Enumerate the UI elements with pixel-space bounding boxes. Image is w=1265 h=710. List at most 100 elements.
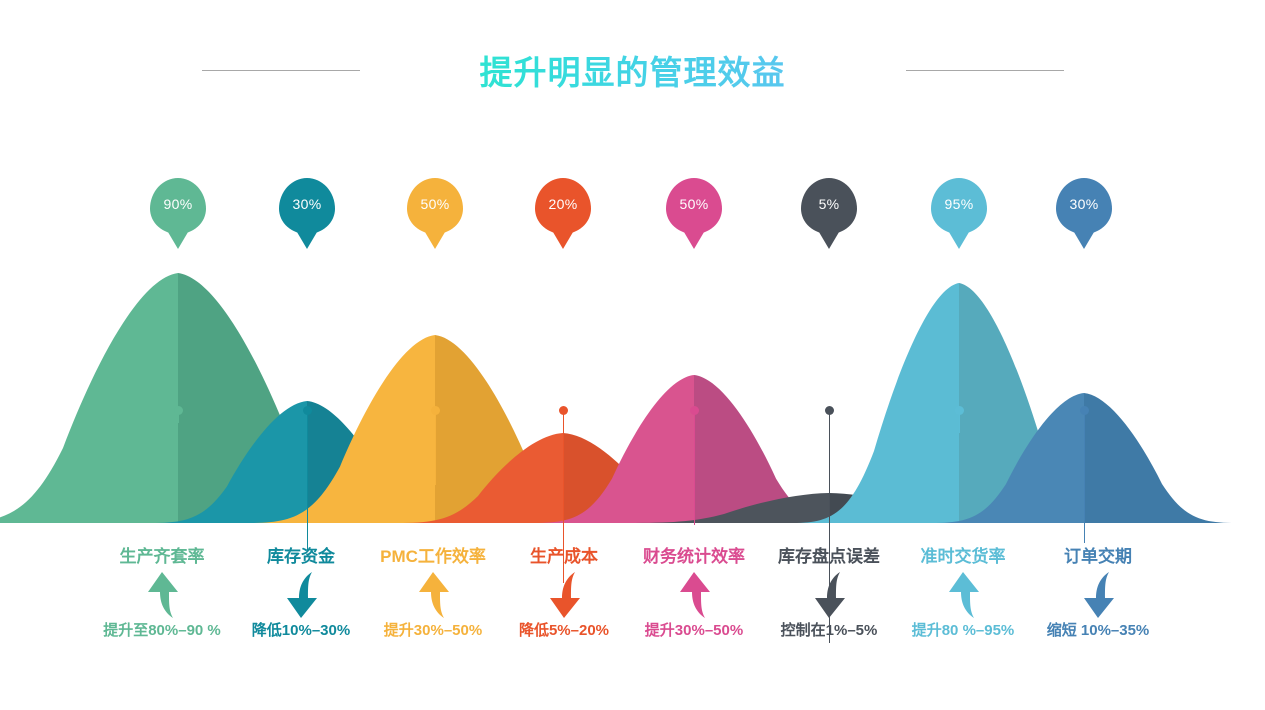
arrow-shape: [949, 572, 979, 618]
category-label-block: 库存资金降低10%–30%: [236, 545, 366, 641]
bell-curve-right-half: [178, 273, 403, 523]
bell-curve-right-half: [694, 375, 854, 523]
balloon-stem-knob: [690, 406, 699, 415]
arrow-shape: [550, 572, 580, 618]
balloon-percent-label: 50%: [679, 196, 709, 212]
category-label-block: 库存盘点误差 控制在1%–5%: [759, 545, 899, 641]
balloon-marker[interactable]: 20%: [535, 178, 591, 250]
bell-curve-chart: 90% 30% 50% 20% 50% 5% 95% 30%: [0, 150, 1265, 643]
bell-curve-right-half: [435, 335, 621, 523]
title-rule-left: [201, 69, 360, 71]
title-row: 提升明显的管理效益: [0, 44, 1265, 96]
balloon-percent-label: 50%: [420, 196, 450, 212]
balloon-stem-knob: [174, 406, 183, 415]
category-labels: 生产齐套率 提升至80%–90 % 库存资金 降低10%–30% PMC工作效率 提升30…: [0, 545, 1265, 685]
trend-arrow: [888, 569, 1038, 621]
balloon-stem-knob: [1080, 406, 1089, 415]
bell-curve-left-half: [624, 493, 829, 523]
balloon-stem-knob: [825, 406, 834, 415]
arrow-shape: [815, 572, 845, 618]
balloon-percent-label: 90%: [163, 196, 193, 212]
balloon-pin-shape: [666, 178, 722, 234]
trend-arrow: [759, 569, 899, 621]
category-name: 库存盘点误差: [778, 547, 880, 566]
balloon-stem: [1084, 412, 1085, 543]
bell-curve-right-half: [959, 283, 1125, 523]
arrow-up-icon: [148, 572, 178, 618]
balloon-pin-shape: [801, 178, 857, 234]
balloon-stem: [563, 412, 564, 583]
arrow-shape: [148, 572, 178, 618]
category-name: 库存资金: [267, 547, 335, 566]
balloon-stem-knob: [431, 406, 440, 415]
balloon-marker[interactable]: 50%: [666, 178, 722, 250]
balloon-pin-shape: [1056, 178, 1112, 234]
balloon-stem: [435, 412, 436, 485]
balloon-stem: [307, 412, 308, 551]
balloon-stem: [959, 412, 960, 433]
category-label-block: 订单交期缩短 10%–35%: [1028, 545, 1168, 641]
balloon-stem: [829, 412, 830, 643]
arrow-up-icon: [680, 572, 710, 618]
balloon-pin-shape: [150, 178, 206, 234]
category-label-block: 生产成本降低5%–20%: [499, 545, 629, 641]
category-label-block: 准时交货率 提升80 %–95%: [888, 545, 1038, 641]
delta-value: 提升至80%–90 %: [103, 622, 221, 639]
balloon-percent-label: 5%: [818, 196, 840, 212]
balloon-marker[interactable]: 30%: [279, 178, 335, 250]
trend-arrow: [499, 569, 629, 621]
delta-value: 降低5%–20%: [518, 622, 610, 639]
category-label-block: PMC工作效率 提升30%–50%: [358, 545, 508, 641]
balloon-stem: [694, 412, 695, 525]
balloon-marker[interactable]: 30%: [1056, 178, 1112, 250]
bell-curve-left-half: [249, 335, 435, 523]
balloon-marker[interactable]: 5%: [801, 178, 857, 250]
bell-curve-left-half: [0, 273, 178, 523]
balloon-marker[interactable]: 50%: [407, 178, 463, 250]
bell-curve-left-half: [931, 393, 1084, 523]
arrow-down-icon: [1084, 572, 1114, 618]
delta-value: 提升30%–50%: [644, 622, 744, 639]
category-label-block: 财务统计效率 提升30%–50%: [619, 545, 769, 641]
title-rule-right: [905, 69, 1064, 71]
balloon-pin-shape: [535, 178, 591, 234]
page-title: 提升明显的管理效益: [480, 46, 786, 94]
category-name: 准时交货率: [920, 547, 1006, 566]
bell-curve-right-half: [1084, 393, 1237, 523]
balloon-percent-label: 95%: [944, 196, 974, 212]
bell-curve-left-half: [151, 401, 307, 523]
bell-curve-left-half: [534, 375, 694, 523]
category-name: 生产成本: [530, 547, 598, 566]
category-label-block: 生产齐套率提升至80%–90 %: [77, 545, 247, 641]
arrow-up-icon: [949, 572, 979, 618]
arrow-down-icon: [287, 572, 317, 618]
delta-value: 提升30%–50%: [383, 622, 483, 639]
balloon-marker[interactable]: 90%: [150, 178, 206, 250]
trend-arrow: [77, 569, 247, 621]
category-name: 订单交期: [1064, 547, 1132, 566]
balloon-percent-label: 20%: [548, 196, 578, 212]
balloon-pin-shape: [279, 178, 335, 234]
balloon-percent-label: 30%: [292, 196, 322, 212]
arrow-shape: [680, 572, 710, 618]
category-name: 财务统计效率: [643, 547, 745, 566]
arrow-up-icon: [419, 572, 449, 618]
delta-value: 降低10%–30%: [251, 622, 351, 639]
balloon-marker[interactable]: 95%: [931, 178, 987, 250]
bell-curves-svg: [0, 273, 1237, 523]
trend-arrow: [236, 569, 366, 621]
arrow-shape: [1084, 572, 1114, 618]
delta-value: 缩短 10%–35%: [1046, 622, 1150, 639]
category-name: PMC工作效率: [380, 547, 486, 566]
balloon-stem-knob: [559, 406, 568, 415]
arrow-shape: [419, 572, 449, 618]
balloon-pin-shape: [407, 178, 463, 234]
bell-curve-left-half: [793, 283, 959, 523]
balloon-pin-shape: [931, 178, 987, 234]
balloon-stem: [178, 412, 179, 423]
arrow-shape: [287, 572, 317, 618]
balloon-percent-label: 30%: [1069, 196, 1099, 212]
bell-curve-left-half: [397, 433, 563, 523]
balloon-stem-knob: [303, 406, 312, 415]
category-name: 生产齐套率: [119, 547, 205, 566]
